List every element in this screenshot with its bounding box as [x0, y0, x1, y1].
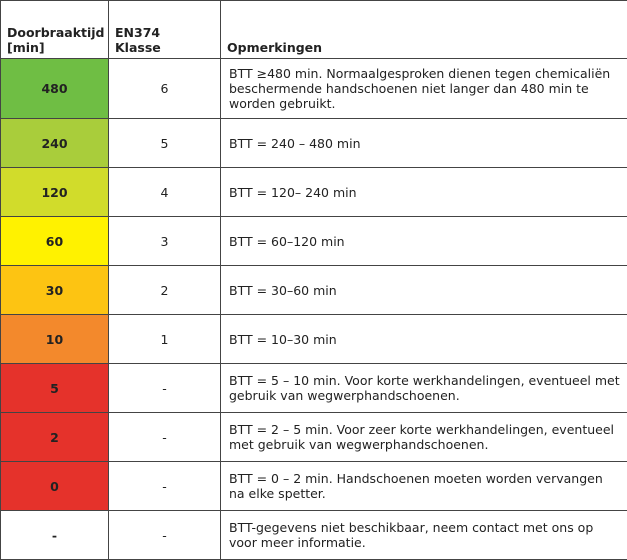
table-row: 60 3 BTT = 60–120 min — [0, 216, 627, 266]
table-row: 480 6 BTT ≥480 min. Normaalgesproken diene… — [0, 58, 627, 119]
table-cell: 240 — [0, 118, 109, 168]
table-cell: 6 — [108, 58, 221, 119]
table-cell: - — [108, 510, 221, 560]
table-cell: BTT-gegevens niet beschikbaar, neem cont… — [220, 510, 627, 560]
table-cell: 10 — [0, 314, 109, 364]
table-cell: BTT = 5 – 10 min. Voor korte werkhandeli… — [220, 363, 627, 413]
table-cell: 2 — [0, 412, 109, 462]
header-cell: Doorbraaktijd [min] — [0, 0, 109, 59]
table-cell: - — [108, 363, 221, 413]
table-cell: BTT = 0 – 2 min. Handschoenen moeten wor… — [220, 461, 627, 511]
table-cell: 3 — [108, 216, 221, 266]
table-row: 0- BTT = 0 – 2 min. Handschoenen moeten w… — [0, 461, 627, 511]
table-cell: 120 — [0, 167, 109, 217]
table-row: 5- BTT = 5 – 10 min. Voor korte werkhande… — [0, 363, 627, 413]
table-cell: 30 — [0, 265, 109, 315]
table-cell: BTT = 30–60 min — [220, 265, 627, 315]
table-cell: BTT = 2 – 5 min. Voor zeer korte werkhan… — [220, 412, 627, 462]
table-cell: 4 — [108, 167, 221, 217]
header-cell: Opmerkingen — [220, 0, 627, 59]
header-text: Opmerkingen — [227, 40, 323, 55]
table-row: - - BTT-gegevens niet beschikbaar, neem co… — [0, 510, 627, 560]
table-cell: BTT = 10–30 min — [220, 314, 627, 364]
table-cell: 60 — [0, 216, 109, 266]
table-row: 2- BTT = 2 – 5 min. Voor zeer korte werkh… — [0, 412, 627, 462]
table-cell: 2 — [108, 265, 221, 315]
table-cell: 480 — [0, 58, 109, 119]
table-cell: BTT ≥480 min. Normaalgesproken dienen te… — [220, 58, 627, 119]
table-row: 30 2 BTT = 30–60 min — [0, 265, 627, 315]
table-cell: 0 — [0, 461, 109, 511]
header-row: Doorbraaktijd [min] EN374 Klasse Opmerking… — [0, 0, 627, 59]
table-cell: 5 — [0, 363, 109, 413]
table-cell: - — [108, 412, 221, 462]
table-row: 10 1 BTT = 10–30 min — [0, 314, 627, 364]
table-cell: 5 — [108, 118, 221, 168]
table-row: 120 4 BTT = 120– 240 min — [0, 167, 627, 217]
table-cell: - — [108, 461, 221, 511]
table-cell: BTT = 240 – 480 min — [220, 118, 627, 168]
header-text: Doorbraaktijd [min] — [7, 25, 105, 55]
table-cell: - — [0, 510, 109, 560]
table-cell: BTT = 120– 240 min — [220, 167, 627, 217]
table-cell: BTT = 60–120 min — [220, 216, 627, 266]
header-text: EN374 Klasse — [115, 25, 161, 55]
table-row: 240 5 BTT = 240 – 480 min — [0, 118, 627, 168]
table-cell: 1 — [108, 314, 221, 364]
header-cell: EN374 Klasse — [108, 0, 221, 59]
